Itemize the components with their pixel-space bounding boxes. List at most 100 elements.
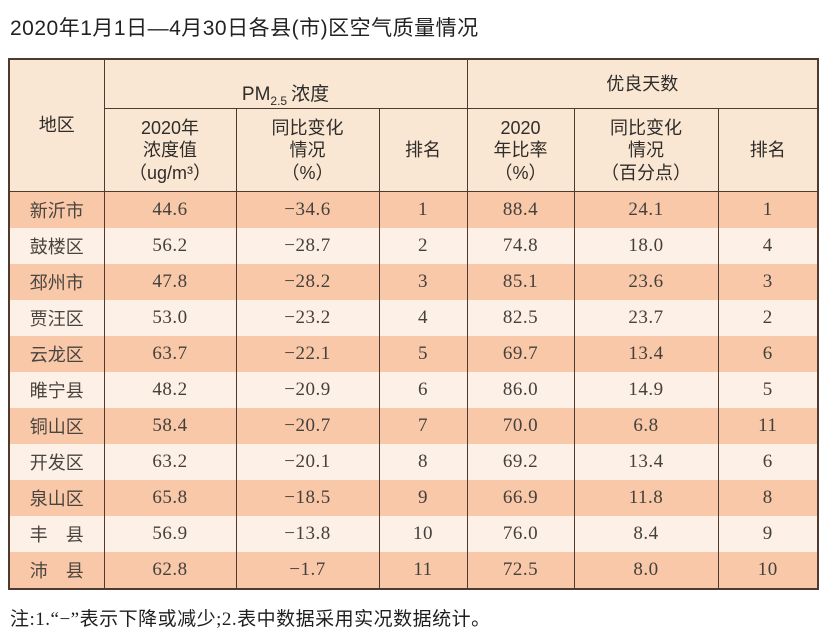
good-rate-cell: 82.5 — [466, 300, 575, 337]
good-change-cell: 23.7 — [573, 300, 719, 337]
pm-rank-cell: 3 — [378, 264, 468, 301]
table-row: 邳州市 47.8 −28.2 3 85.1 23.6 3 — [8, 264, 819, 301]
good-rank-cell: 3 — [717, 264, 819, 301]
region-cell: 开发区 — [8, 444, 105, 481]
good-rate-cell: 88.4 — [466, 191, 575, 229]
good-rate-cell: 66.9 — [466, 480, 575, 517]
table-row: 开发区 63.2 −20.1 8 69.2 13.4 6 — [8, 444, 819, 481]
region-cell: 睢宁县 — [8, 372, 105, 409]
good-change-cell: 13.4 — [573, 336, 719, 373]
table-row: 睢宁县 48.2 −20.9 6 86.0 14.9 5 — [8, 372, 819, 409]
good-rate-cell: 70.0 — [466, 408, 575, 445]
pm-value-cell: 53.0 — [103, 300, 237, 337]
pm-change-cell: −20.7 — [235, 408, 380, 445]
table-row: 铜山区 58.4 −20.7 7 70.0 6.8 11 — [8, 408, 819, 445]
good-rank-cell: 4 — [717, 228, 819, 265]
pm25-change-header: 同比变化 情况 （%） — [235, 108, 380, 193]
good-change-header: 同比变化 情况 （百分点） — [573, 108, 719, 193]
region-cell: 泉山区 — [8, 480, 105, 517]
sub-header-row: 2020年 浓度值 （ug/m³） 同比变化 情况 （%） 排名 2020 年比… — [9, 108, 819, 193]
pm-rank-cell: 6 — [378, 372, 468, 409]
pm-value-cell: 48.2 — [103, 372, 237, 409]
good-change-cell: 18.0 — [573, 228, 719, 265]
table-header: 地区 PM2.5 浓度 优良天数 2020年 浓度值 （ug/m³） 同比变化 情… — [8, 58, 819, 193]
region-cell: 沛 县 — [8, 552, 105, 590]
region-cell: 丰 县 — [8, 516, 105, 553]
pm25-label: PM2.5 浓度 — [241, 83, 330, 108]
pm-change-cell: −18.5 — [235, 480, 380, 517]
pm-rank-cell: 7 — [378, 408, 468, 445]
pm-value-cell: 44.6 — [103, 191, 237, 229]
region-cell: 新沂市 — [8, 191, 105, 229]
good-change-cell: 8.0 — [573, 552, 719, 590]
pm25-value-header: 2020年 浓度值 （ug/m³） — [103, 108, 237, 193]
pm-value-cell: 63.7 — [103, 336, 237, 373]
good-rank-cell: 5 — [717, 372, 819, 409]
pm-rank-cell: 11 — [378, 552, 468, 590]
good-rate-cell: 85.1 — [466, 264, 575, 301]
pm-rank-cell: 9 — [378, 480, 468, 517]
pm-change-cell: −13.8 — [235, 516, 380, 553]
good-change-cell: 8.4 — [573, 516, 719, 553]
good-rank-cell: 1 — [717, 191, 819, 229]
pm-value-cell: 65.8 — [103, 480, 237, 517]
region-cell: 鼓楼区 — [8, 228, 105, 265]
table-row: 贾汪区 53.0 −23.2 4 82.5 23.7 2 — [8, 300, 819, 337]
good-rank-cell: 9 — [717, 516, 819, 553]
good-rate-header: 2020 年比率 （%） — [466, 108, 575, 193]
table-body: 新沂市 44.6 −34.6 1 88.4 24.1 1 鼓楼区 56.2 −28.7 2 74.8 1… — [8, 191, 819, 590]
group-header-row: 地区 PM2.5 浓度 优良天数 — [8, 58, 819, 193]
region-column-header: 地区 — [8, 58, 105, 193]
good-change-cell: 23.6 — [573, 264, 719, 301]
good-rate-cell: 72.5 — [466, 552, 575, 590]
pm-rank-cell: 1 — [378, 191, 468, 229]
pm-value-cell: 56.2 — [103, 228, 237, 265]
good-rate-cell: 76.0 — [466, 516, 575, 553]
good-rate-cell: 69.7 — [466, 336, 575, 373]
pm-change-cell: −20.1 — [235, 444, 380, 481]
table-row: 新沂市 44.6 −34.6 1 88.4 24.1 1 — [8, 191, 819, 229]
region-cell: 邳州市 — [8, 264, 105, 301]
pm-value-cell: 56.9 — [103, 516, 237, 553]
table-row: 鼓楼区 56.2 −28.7 2 74.8 18.0 4 — [8, 228, 819, 265]
good-rank-cell: 2 — [717, 300, 819, 337]
pm-change-cell: −23.2 — [235, 300, 380, 337]
pm-change-cell: −1.7 — [235, 552, 380, 590]
pm25-rank-header: 排名 — [378, 108, 468, 193]
table-row: 沛 县 62.8 −1.7 11 72.5 8.0 10 — [8, 552, 819, 590]
table-row: 云龙区 63.7 −22.1 5 69.7 13.4 6 — [8, 336, 819, 373]
pm-value-cell: 47.8 — [103, 264, 237, 301]
table-row: 丰 县 56.9 −13.8 10 76.0 8.4 9 — [8, 516, 819, 553]
region-cell: 贾汪区 — [8, 300, 105, 337]
region-cell: 云龙区 — [8, 336, 105, 373]
pm-rank-cell: 2 — [378, 228, 468, 265]
good-rank-cell: 6 — [717, 336, 819, 373]
pm-rank-cell: 8 — [378, 444, 468, 481]
pm-rank-cell: 4 — [378, 300, 468, 337]
good-rate-cell: 86.0 — [466, 372, 575, 409]
good-rank-cell: 10 — [717, 552, 819, 590]
page-title: 2020年1月1日—4月30日各县(市)区空气质量情况 — [10, 17, 479, 40]
pm-rank-cell: 5 — [378, 336, 468, 373]
pm-change-cell: −20.9 — [235, 372, 380, 409]
good-rank-cell: 11 — [717, 408, 819, 445]
pm-value-cell: 63.2 — [103, 444, 237, 481]
good-rank-cell: 8 — [717, 480, 819, 517]
pm-rank-cell: 10 — [378, 516, 468, 553]
pm-change-cell: −34.6 — [235, 191, 380, 229]
pm-value-cell: 58.4 — [103, 408, 237, 445]
region-cell: 铜山区 — [8, 408, 105, 445]
good-change-cell: 11.8 — [573, 480, 719, 517]
pm-change-cell: −28.2 — [235, 264, 380, 301]
pm-change-cell: −22.1 — [235, 336, 380, 373]
pm25-group-header: PM2.5 浓度 — [103, 58, 468, 110]
table-row: 泉山区 65.8 −18.5 9 66.9 11.8 8 — [8, 480, 819, 517]
pm-value-cell: 62.8 — [103, 552, 237, 590]
good-rank-header: 排名 — [717, 108, 819, 193]
good-change-cell: 13.4 — [573, 444, 719, 481]
good-rate-cell: 74.8 — [466, 228, 575, 265]
good-days-group-header: 优良天数 — [466, 58, 819, 110]
good-change-cell: 24.1 — [573, 191, 719, 229]
footnote: 注:1.“−”表示下降或减少;2.表中数据采用实况数据统计。 — [10, 609, 491, 631]
